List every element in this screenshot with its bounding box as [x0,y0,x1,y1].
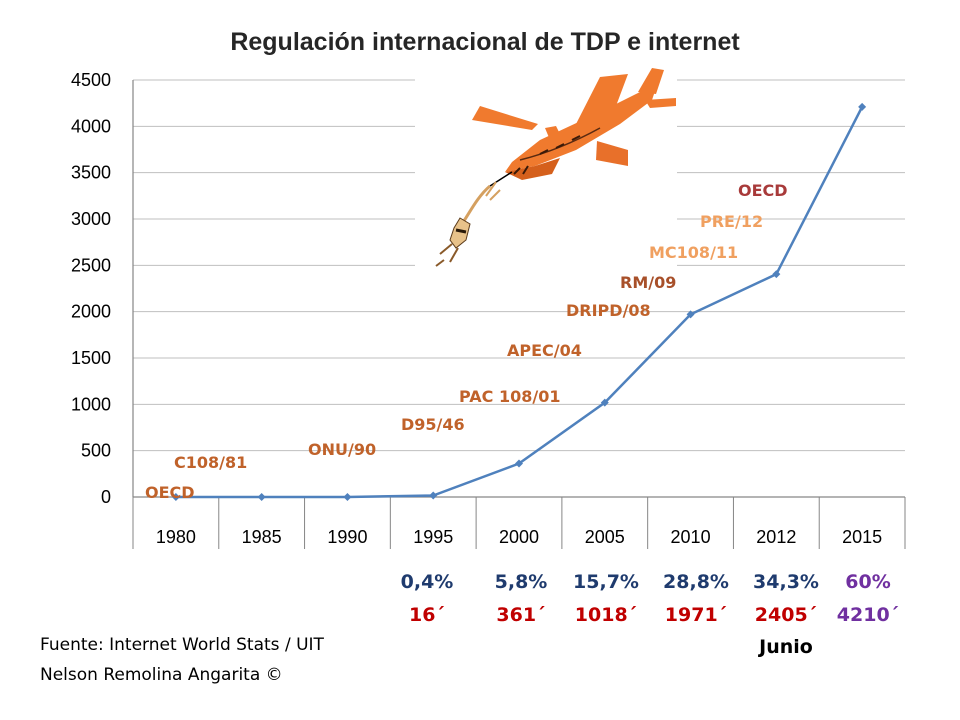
series-line [171,102,867,501]
growth-percent: 28,8% [663,571,729,593]
source-line-1: Fuente: Internet World Stats / UIT [40,635,325,655]
regulation-label: ONU/90 [308,440,376,459]
x-tick-label: 2005 [585,527,625,547]
source-line-2: Nelson Remolina Angarita © [40,665,283,685]
growth-annotations: 0,4% 16´ 5,8% 361´ 15,7% 1018´ 28,8% 1971´ 34,3%… [401,571,900,658]
annotation-note: Junio [757,636,813,658]
data-point [686,310,695,319]
y-tick-label: 3500 [71,163,111,183]
growth-percent: 34,3% [753,571,819,593]
data-point [858,102,867,111]
x-tick-label: 1995 [413,527,453,547]
growth-percent: 0,4% [401,571,454,593]
data-point [600,398,609,407]
regulation-label: OECD [145,483,195,502]
x-tick-label: 2015 [842,527,882,547]
users-millions: 2405´ [755,604,817,626]
x-tick-label: 1980 [156,527,196,547]
users-millions: 1018´ [575,604,637,626]
chart-title: Regulación internacional de TDP e intern… [230,28,740,56]
x-tick-label: 2012 [756,527,796,547]
y-tick-label: 2000 [71,302,111,322]
regulation-label: D95/46 [401,415,465,434]
regulation-label: RM/09 [620,273,676,292]
x-tick-label: 2010 [671,527,711,547]
regulation-label: OECD [738,181,788,200]
x-tick-label: 1985 [242,527,282,547]
users-millions: 1971´ [665,604,727,626]
x-tick-label: 2000 [499,527,539,547]
y-tick-label: 1000 [71,394,111,414]
y-tick-label: 2500 [71,255,111,275]
y-tick-label: 0 [101,487,111,507]
y-tick-label: 3000 [71,209,111,229]
growth-percent: 5,8% [495,571,548,593]
y-tick-label: 4500 [71,70,111,90]
regulation-label: PRE/12 [700,212,763,231]
y-tick-label: 500 [81,441,111,461]
airplane-icon [472,68,676,180]
y-tick-label: 4000 [71,116,111,136]
regulation-label: APEC/04 [507,341,582,360]
users-millions: 4210´ [837,604,899,626]
data-point [257,493,266,501]
regulation-label: C108/81 [174,453,247,472]
users-millions: 361´ [496,604,545,626]
x-tick-label: 1990 [327,527,367,547]
y-tick-label: 1500 [71,348,111,368]
users-millions: 16´ [409,604,445,626]
data-point [429,491,438,500]
regulation-label: DRIPD/08 [566,301,651,320]
regulation-label: MC108/11 [649,243,738,262]
regulation-label: PAC 108/01 [459,387,560,406]
data-point [171,493,180,501]
growth-percent: 60% [845,571,890,593]
x-axis: 1980 1985 1990 1995 2000 2005 2010 2012 2015 [132,496,906,549]
y-axis: 0 500 1000 1500 2000 2500 3000 3500 4000 4500 [71,70,134,507]
data-point [343,493,352,501]
regulation-labels: OECD C108/81 ONU/90 D95/46 PAC 108/01 APEC/04… [145,181,788,502]
growth-percent: 15,7% [573,571,639,593]
data-point [515,459,523,468]
data-point [772,270,781,279]
parachutist-icon [435,181,501,267]
